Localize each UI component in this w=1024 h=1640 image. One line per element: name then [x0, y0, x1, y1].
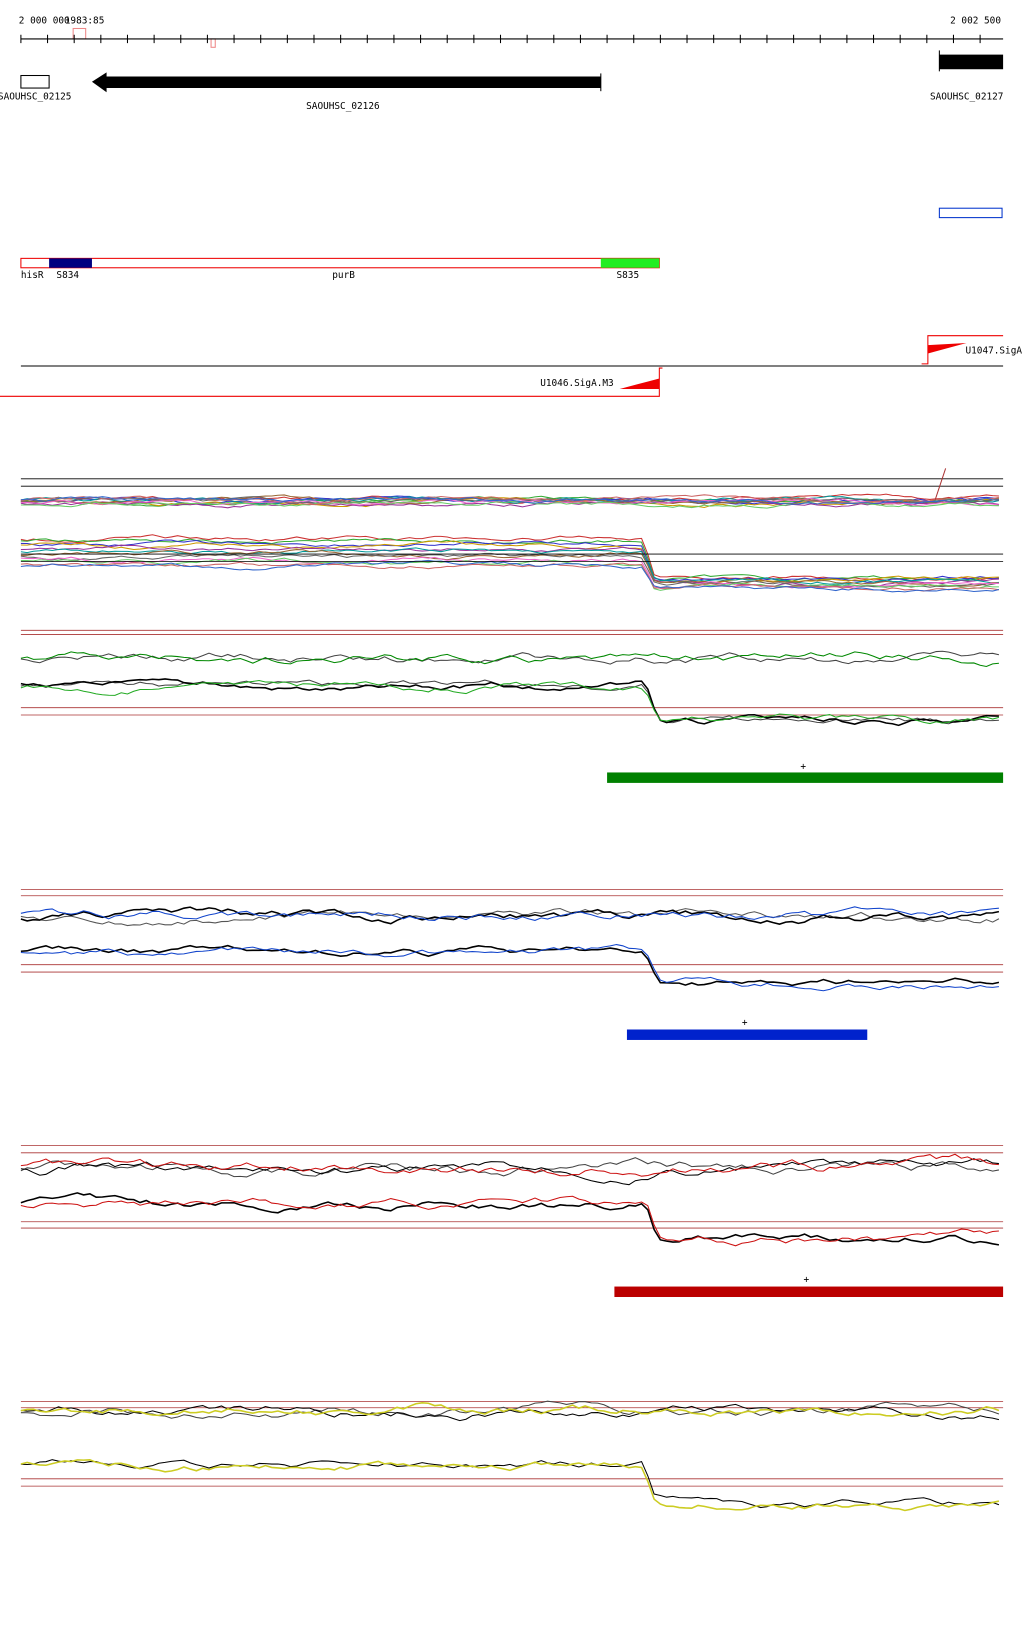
- promoter-label: U1047.SigA: [965, 345, 1022, 356]
- expression-line: [20, 906, 999, 922]
- cursor-tick: [210, 38, 216, 48]
- feature-bar: [20, 257, 660, 269]
- promoter-flag: [927, 343, 967, 354]
- expression-line: [20, 906, 1000, 925]
- gene-box: [939, 54, 1004, 70]
- expression-line: [20, 1459, 1000, 1509]
- feature-label: purB: [332, 270, 355, 281]
- expression-line: [20, 1157, 1000, 1178]
- strand-label: +: [800, 761, 806, 772]
- expression-line: [20, 679, 1000, 725]
- expression-line: [20, 539, 1000, 583]
- feature-label: hisR: [21, 270, 44, 281]
- expression-line: [20, 1458, 1000, 1512]
- expression-line: [20, 540, 999, 584]
- expression-line: [20, 557, 999, 591]
- expression-line: [20, 944, 1000, 987]
- expression-line: [20, 498, 999, 509]
- gene-box: [20, 74, 50, 89]
- expression-line: [20, 1192, 1000, 1246]
- expression-line: [20, 496, 999, 505]
- expression-line: [20, 650, 1000, 665]
- ruler-left: 2 000 000: [19, 15, 70, 26]
- expression-line: [20, 1158, 999, 1186]
- expression-line: [20, 944, 999, 992]
- segment-bar: [626, 1029, 868, 1040]
- ruler-ticks: [20, 34, 981, 44]
- feature-label: S835: [616, 270, 639, 281]
- expression-line: [20, 556, 999, 590]
- segment-bar: [614, 1286, 1004, 1297]
- jump: [934, 468, 947, 500]
- feature-s834: [49, 258, 92, 268]
- gene-label: SAOUHSC_02125: [0, 92, 71, 103]
- expression-tracks: [20, 468, 1004, 1512]
- ruler-cursor: 1983:85: [65, 15, 105, 26]
- expression-line: [20, 1402, 1000, 1418]
- ruler-right: 2 002 500: [950, 15, 1001, 26]
- gene-label: SAOUHSC_02126: [306, 101, 380, 112]
- expression-line: [20, 559, 1000, 593]
- promoter-flag: [619, 378, 660, 389]
- promoter-label: U1046.SigA.M3: [540, 378, 614, 389]
- feature-box: [938, 207, 1003, 219]
- expression-line: [20, 651, 999, 668]
- expression-line: [20, 1403, 1000, 1422]
- segment-bar: [607, 772, 1004, 783]
- feature-label: S834: [56, 270, 79, 281]
- expression-line: [20, 561, 1000, 592]
- expression-line: [20, 547, 999, 585]
- expression-line: [20, 552, 1000, 588]
- gene-label: SAOUHSC_02127: [930, 92, 1004, 103]
- gene-arrow: [91, 72, 601, 93]
- feature-s835: [600, 258, 660, 268]
- cursor-box: [72, 27, 87, 40]
- expression-line: [20, 549, 999, 587]
- expression-line: [20, 907, 1000, 927]
- strand-label: +: [804, 1274, 810, 1285]
- expression-line: [20, 678, 999, 727]
- expression-line: [20, 1195, 999, 1247]
- expression-line: [20, 1153, 999, 1177]
- strand-label: +: [742, 1017, 748, 1028]
